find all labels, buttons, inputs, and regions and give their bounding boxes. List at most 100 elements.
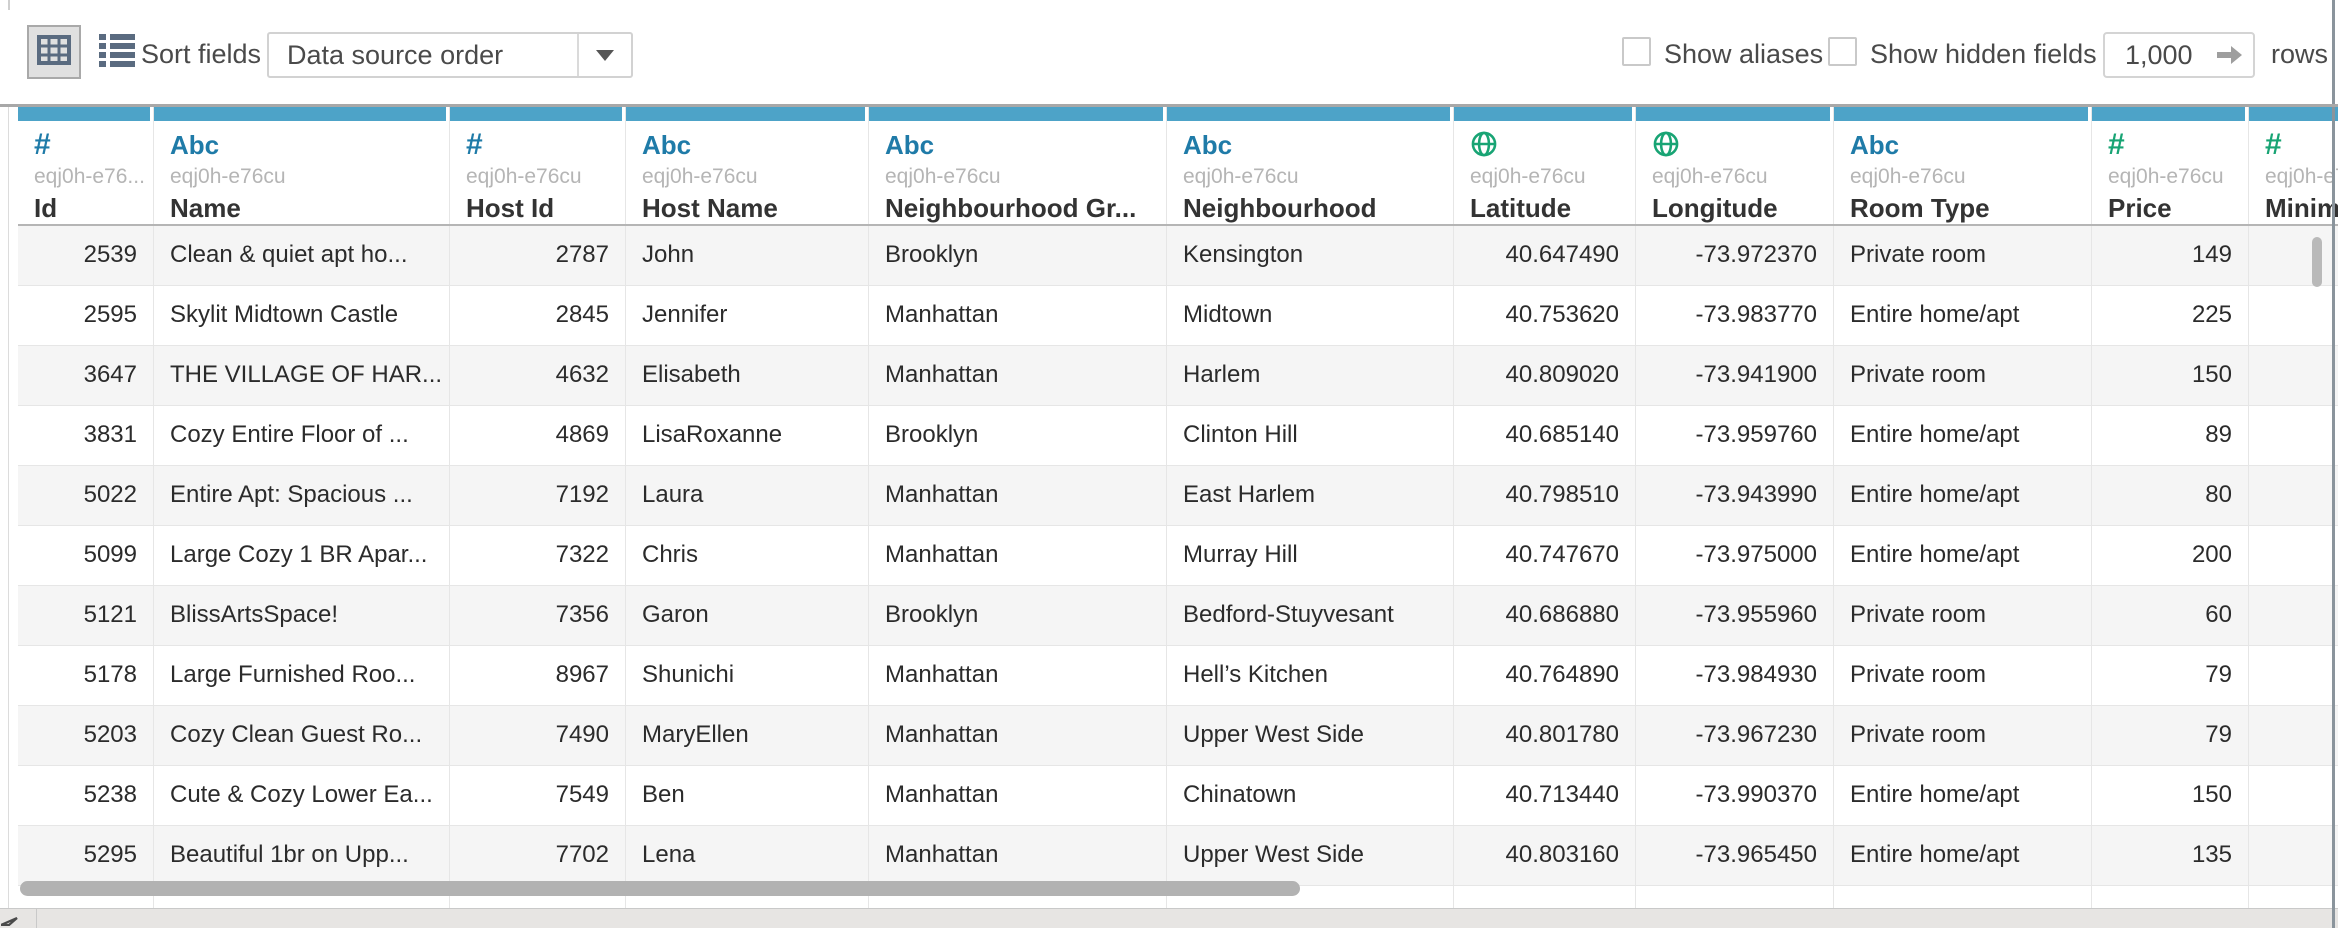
apply-row-limit-button[interactable]: [2215, 43, 2243, 67]
cell-minim[interactable]: [2249, 466, 2338, 525]
cell-longitude[interactable]: -73.983770: [1636, 286, 1834, 345]
cell-host-name[interactable]: Laura: [626, 466, 869, 525]
cell-room-type[interactable]: Entire home/apt: [1834, 526, 2092, 585]
cell-latitude[interactable]: 40.801780: [1454, 706, 1636, 765]
cell-latitude[interactable]: 40.803160: [1454, 826, 1636, 885]
cell-name[interactable]: Cozy Clean Guest Ro...: [154, 706, 450, 765]
cell-minim[interactable]: [2249, 286, 2338, 345]
cell-host-id[interactable]: 2845: [450, 286, 626, 345]
cell-name[interactable]: THE VILLAGE OF HAR...: [154, 346, 450, 405]
cell-host-name[interactable]: Elisabeth: [626, 346, 869, 405]
cell-minim[interactable]: [2249, 646, 2338, 705]
cell-host-name[interactable]: Garon: [626, 586, 869, 645]
cell-id[interactable]: 5121: [18, 586, 154, 645]
cell-neighbourhood-gr[interactable]: Manhattan: [869, 646, 1167, 705]
cell-neighbourhood[interactable]: Murray Hill: [1167, 526, 1454, 585]
table-row[interactable]: 5203 Cozy Clean Guest Ro... 7490 MaryEllen M…: [18, 706, 2338, 766]
cell-host-id[interactable]: 7702: [450, 826, 626, 885]
cell-minim[interactable]: [2249, 706, 2338, 765]
cell-latitude[interactable]: 40.747670: [1454, 526, 1636, 585]
cell-price[interactable]: 80: [2092, 466, 2249, 525]
cell-neighbourhood-gr[interactable]: Manhattan: [869, 526, 1167, 585]
horizontal-scrollbar-thumb[interactable]: [20, 881, 1300, 896]
cell-neighbourhood-gr[interactable]: Brooklyn: [869, 586, 1167, 645]
cell-id[interactable]: 2539: [18, 226, 154, 285]
cell-longitude[interactable]: -73.972370: [1636, 226, 1834, 285]
cell-host-id[interactable]: 7490: [450, 706, 626, 765]
cell-room-type[interactable]: Entire home/apt: [1834, 766, 2092, 825]
cell-neighbourhood-gr[interactable]: Manhattan: [869, 826, 1167, 885]
table-row[interactable]: 5121 BlissArtsSpace! 7356 Garon Brooklyn Bedf…: [18, 586, 2338, 646]
cell-longitude[interactable]: -73.990370: [1636, 766, 1834, 825]
show-hidden-fields-checkbox[interactable]: [1828, 37, 1857, 66]
cell-price[interactable]: 79: [2092, 706, 2249, 765]
cell-host-name[interactable]: Ben: [626, 766, 869, 825]
cell-neighbourhood[interactable]: East Harlem: [1167, 466, 1454, 525]
cell-minim[interactable]: [2249, 226, 2338, 285]
cell-name[interactable]: Clean & quiet apt ho...: [154, 226, 450, 285]
cell-latitude[interactable]: 40.764890: [1454, 646, 1636, 705]
cell-host-id[interactable]: 4869: [450, 406, 626, 465]
cell-longitude[interactable]: -73.955960: [1636, 586, 1834, 645]
column-header-name[interactable]: Abc eqj0h-e76cu Name: [154, 104, 450, 224]
cell-host-id[interactable]: 7356: [450, 586, 626, 645]
table-row[interactable]: 5178 Large Furnished Roo... 8967 Shunichi Ma…: [18, 646, 2338, 706]
cell-latitude[interactable]: 40.647490: [1454, 226, 1636, 285]
cell-host-id[interactable]: 7322: [450, 526, 626, 585]
cell-host-id[interactable]: 2787: [450, 226, 626, 285]
cell-price[interactable]: 150: [2092, 346, 2249, 405]
column-header-room-type[interactable]: Abc eqj0h-e76cu Room Type: [1834, 104, 2092, 224]
cell-room-type[interactable]: Private room: [1834, 226, 2092, 285]
cell-longitude[interactable]: -73.965450: [1636, 826, 1834, 885]
cell-host-id[interactable]: 7192: [450, 466, 626, 525]
cell-name[interactable]: Large Cozy 1 BR Apar...: [154, 526, 450, 585]
cell-neighbourhood-gr[interactable]: Manhattan: [869, 706, 1167, 765]
cell-neighbourhood-gr[interactable]: Brooklyn: [869, 226, 1167, 285]
cell-host-id[interactable]: 4632: [450, 346, 626, 405]
grid-view-button[interactable]: [27, 25, 81, 79]
cell-price[interactable]: 150: [2092, 766, 2249, 825]
cell-room-type[interactable]: Private room: [1834, 586, 2092, 645]
cell-room-type[interactable]: Entire home/apt: [1834, 826, 2092, 885]
cell-price[interactable]: 149: [2092, 226, 2249, 285]
sort-order-dropdown[interactable]: Data source order: [267, 32, 633, 78]
cell-host-id[interactable]: 7549: [450, 766, 626, 825]
cell-minim[interactable]: [2249, 826, 2338, 885]
cell-name[interactable]: Cute & Cozy Lower Ea...: [154, 766, 450, 825]
column-header-latitude[interactable]: eqj0h-e76cu Latitude: [1454, 104, 1636, 224]
cell-name[interactable]: Beautiful 1br on Upp...: [154, 826, 450, 885]
cell-neighbourhood-gr[interactable]: Manhattan: [869, 346, 1167, 405]
cell-minim[interactable]: [2249, 406, 2338, 465]
cell-longitude[interactable]: -73.975000: [1636, 526, 1834, 585]
cell-host-name[interactable]: Shunichi: [626, 646, 869, 705]
table-row[interactable]: 3647 THE VILLAGE OF HAR... 4632 Elisabeth Ma…: [18, 346, 2338, 406]
cell-host-name[interactable]: LisaRoxanne: [626, 406, 869, 465]
cell-room-type[interactable]: Private room: [1834, 646, 2092, 705]
cell-room-type[interactable]: Private room: [1834, 706, 2092, 765]
cell-neighbourhood[interactable]: Chinatown: [1167, 766, 1454, 825]
table-row[interactable]: 5238 Cute & Cozy Lower Ea... 7549 Ben Manhat…: [18, 766, 2338, 826]
cell-room-type[interactable]: Entire home/apt: [1834, 286, 2092, 345]
cell-id[interactable]: 2595: [18, 286, 154, 345]
cell-minim[interactable]: [2249, 346, 2338, 405]
cell-neighbourhood[interactable]: Kensington: [1167, 226, 1454, 285]
cell-room-type[interactable]: Private room: [1834, 346, 2092, 405]
cell-host-name[interactable]: John: [626, 226, 869, 285]
column-header-neighbourhood-gr[interactable]: Abc eqj0h-e76cu Neighbourhood Gr...: [869, 104, 1167, 224]
cell-price[interactable]: 135: [2092, 826, 2249, 885]
cell-longitude[interactable]: -73.984930: [1636, 646, 1834, 705]
cell-host-name[interactable]: Lena: [626, 826, 869, 885]
table-row[interactable]: 5099 Large Cozy 1 BR Apar... 7322 Chris Manh…: [18, 526, 2338, 586]
cell-longitude[interactable]: -73.943990: [1636, 466, 1834, 525]
cell-id[interactable]: 3831: [18, 406, 154, 465]
cell-neighbourhood[interactable]: Bedford-Stuyvesant: [1167, 586, 1454, 645]
row-limit-input[interactable]: 1,000: [2103, 32, 2255, 78]
table-row[interactable]: 5022 Entire Apt: Spacious ... 7192 Laura Man…: [18, 466, 2338, 526]
column-header-host-id[interactable]: # eqj0h-e76cu Host Id: [450, 104, 626, 224]
cell-neighbourhood[interactable]: Upper West Side: [1167, 706, 1454, 765]
cell-latitude[interactable]: 40.713440: [1454, 766, 1636, 825]
cell-minim[interactable]: [2249, 526, 2338, 585]
cell-price[interactable]: 60: [2092, 586, 2249, 645]
cell-neighbourhood-gr[interactable]: Manhattan: [869, 286, 1167, 345]
cell-id[interactable]: 5022: [18, 466, 154, 525]
